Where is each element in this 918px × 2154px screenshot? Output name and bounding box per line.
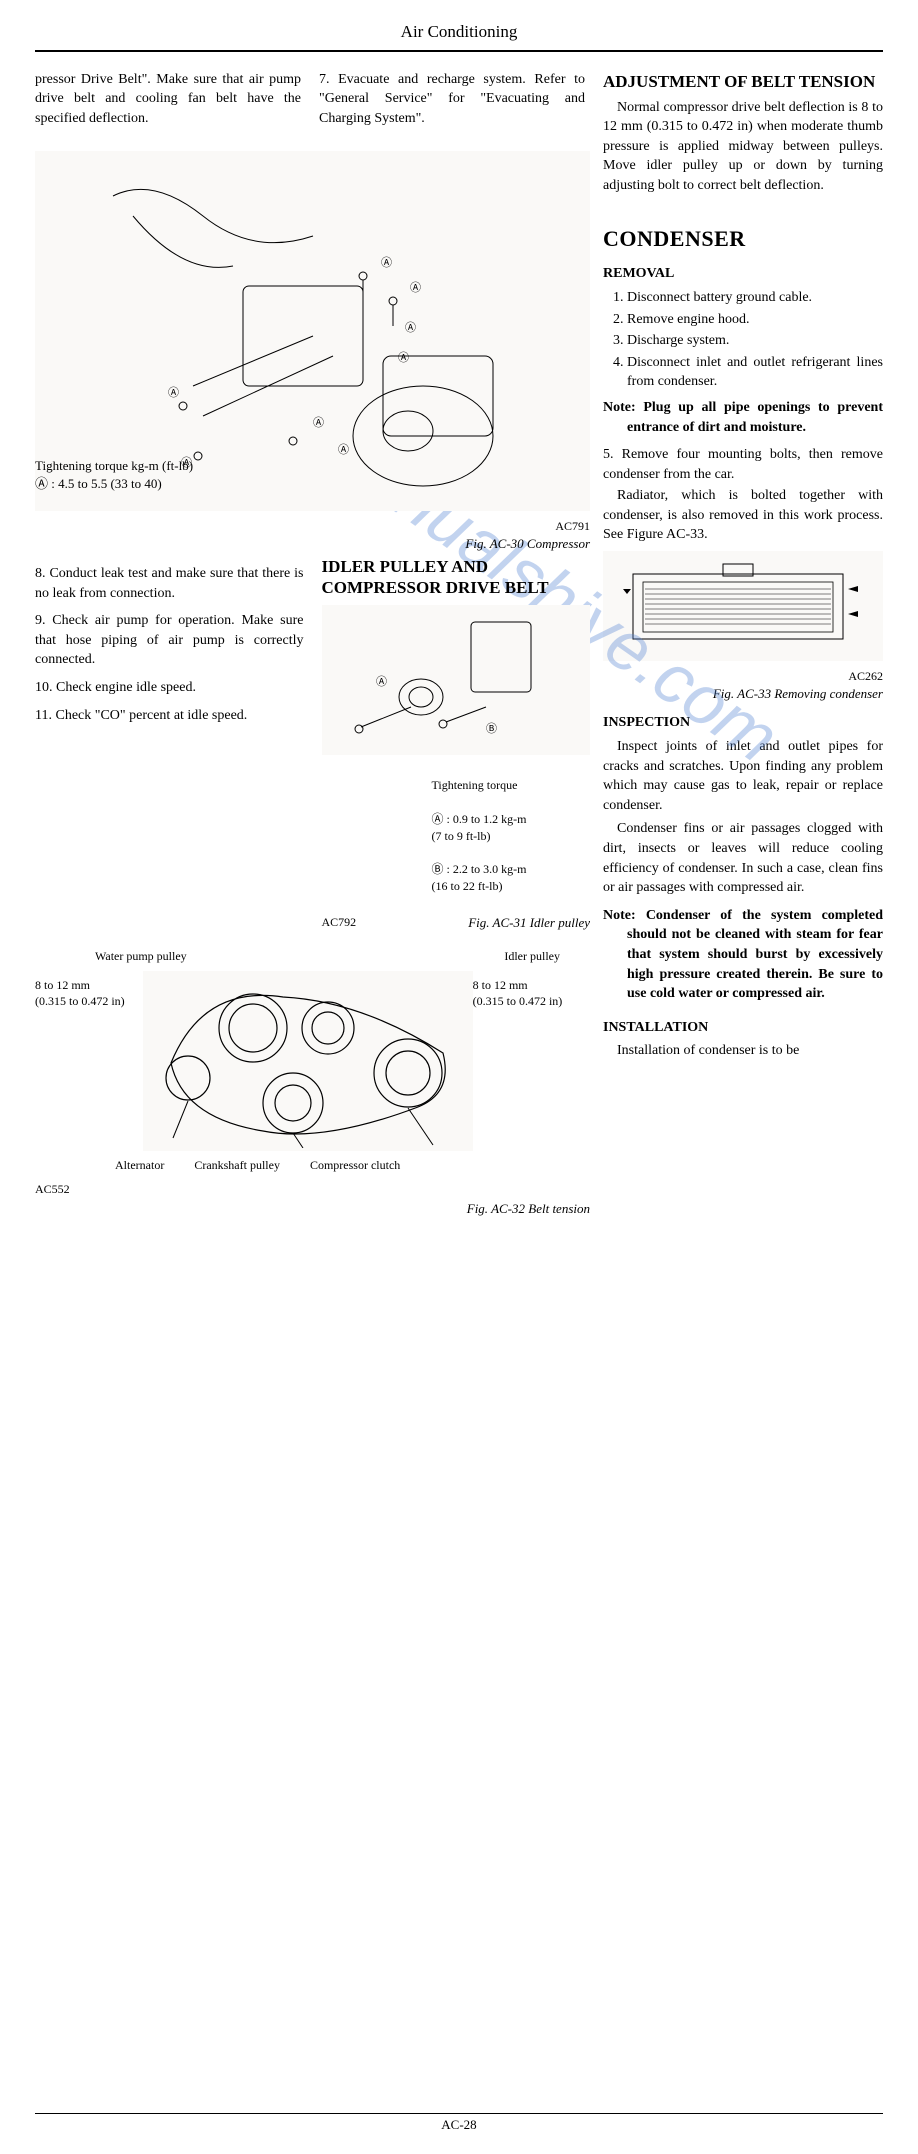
step-7: 7. Evacuate and recharge system. Refer t… <box>319 70 585 129</box>
step-9: 9. Check air pump for operation. Make su… <box>35 611 304 670</box>
lower-mid: IDLER PULLEY AND COMPRESSOR DRIVE BELT Ⓐ… <box>322 556 591 942</box>
svg-text:Ⓐ: Ⓐ <box>410 281 421 294</box>
svg-text:Ⓐ: Ⓐ <box>338 443 349 456</box>
svg-text:Ⓐ: Ⓐ <box>313 416 324 429</box>
inspection-para-2: Condenser fins or air passages clogged w… <box>603 819 883 897</box>
torque-value-a: Ⓐ : 4.5 to 5.5 (33 to 40) <box>35 475 193 493</box>
svg-text:Ⓐ: Ⓐ <box>376 675 387 688</box>
figure-code: AC791 <box>555 519 590 533</box>
figure-ac31-diagram: Ⓐ Ⓑ <box>322 605 591 755</box>
svg-text:Ⓐ: Ⓐ <box>168 386 179 399</box>
label-compressor: Compressor clutch <box>310 1157 400 1174</box>
step-11: 11. Check "CO" percent at idle speed. <box>35 706 304 726</box>
label-crankshaft: Crankshaft pulley <box>194 1157 280 1174</box>
figure-ac33-caption: AC262 Fig. AC-33 Removing condenser <box>603 667 883 703</box>
torque-label: Tightening torque kg-m (ft-lb) <box>35 457 193 475</box>
figure-code: AC262 <box>848 669 883 683</box>
idler-torque-b: Ⓑ : 2.2 to 3.0 kg-m (16 to 22 ft-lb) <box>432 861 591 895</box>
removal-steps: Disconnect battery ground cable. Remove … <box>603 288 883 392</box>
figure-ac30-caption: AC791 Fig. AC-30 Compressor <box>35 517 590 553</box>
installation-heading: INSTALLATION <box>603 1018 883 1038</box>
removal-step-5b: Radiator, which is bolted together with … <box>603 486 883 545</box>
figure-ac33-diagram <box>603 551 883 661</box>
page-title: Air Conditioning <box>35 20 883 52</box>
svg-text:Ⓑ: Ⓑ <box>486 722 497 735</box>
removal-step: Remove engine hood. <box>627 310 883 330</box>
figure-ac32-diagram <box>143 971 473 1151</box>
step-8: 8. Conduct leak test and make sure that … <box>35 564 304 603</box>
label-idler: Idler pulley <box>504 948 560 965</box>
removal-step: Disconnect battery ground cable. <box>627 288 883 308</box>
deflection-right: 8 to 12 mm (0.315 to 0.472 in) <box>473 965 590 1157</box>
removal-heading: REMOVAL <box>603 264 883 284</box>
lower-left: 8. Conduct leak test and make sure that … <box>35 556 304 942</box>
step-10: 10. Check engine idle speed. <box>35 678 304 698</box>
condenser-heading: CONDENSER <box>603 224 883 255</box>
removal-step-5: 5. Remove four mounting bolts, then remo… <box>603 445 883 484</box>
figure-code: AC792 <box>322 914 357 931</box>
adjustment-heading: ADJUSTMENT OF BELT TENSION <box>603 70 883 94</box>
label-water-pump: Water pump pulley <box>95 948 187 965</box>
belt-tension-block: Water pump pulley Idler pulley 8 to 12 m… <box>35 948 590 1219</box>
page-number: AC-28 <box>35 2113 883 2134</box>
idler-torque-block: Tightening torque Ⓐ : 0.9 to 1.2 kg-m (7… <box>322 761 591 912</box>
removal-step: Disconnect inlet and outlet refrigerant … <box>627 353 883 392</box>
figure-ac31-caption: AC792 Fig. AC-31 Idler pulley <box>322 914 591 932</box>
continued-paragraph: pressor Drive Belt". Make sure that air … <box>35 70 301 129</box>
svg-text:Ⓐ: Ⓐ <box>405 321 416 334</box>
removal-step: Discharge system. <box>627 331 883 351</box>
figure-ac32-caption: Fig. AC-32 Belt tension <box>35 1200 590 1218</box>
deflection-left: 8 to 12 mm (0.315 to 0.472 in) <box>35 965 143 1157</box>
idler-torque-title: Tightening torque <box>432 777 591 794</box>
svg-text:Ⓐ: Ⓐ <box>381 256 392 269</box>
compressor-torque-block: Tightening torque kg-m (ft-lb) Ⓐ : 4.5 t… <box>35 457 193 493</box>
column-right: ADJUSTMENT OF BELT TENSION Normal compre… <box>603 70 883 1063</box>
label-alternator: Alternator <box>115 1157 164 1174</box>
idler-heading: IDLER PULLEY AND COMPRESSOR DRIVE BELT <box>322 556 591 599</box>
note-condenser-cleaning: Note: Condenser of the system completed … <box>603 906 883 1004</box>
lower-two-col: 8. Conduct leak test and make sure that … <box>35 550 590 1228</box>
installation-para: Installation of condenser is to be <box>603 1041 883 1061</box>
page: manualshive.com Air Conditioning pressor… <box>35 20 883 2134</box>
inspection-para-1: Inspect joints of inlet and outlet pipes… <box>603 737 883 815</box>
figure-ac32-code: AC552 <box>35 1181 590 1198</box>
inspection-heading: INSPECTION <box>603 713 883 733</box>
adjustment-paragraph: Normal compressor drive belt deflection … <box>603 98 883 196</box>
idler-torque-a: Ⓐ : 0.9 to 1.2 kg-m (7 to 9 ft-lb) <box>432 811 591 845</box>
compressor-figure-block: ⒶⒶ ⒶⒶ ⒶⒶ ⒶⒶ Tightening torque kg-m (ft-l… <box>35 145 590 563</box>
svg-text:Ⓐ: Ⓐ <box>398 351 409 364</box>
note-plug-openings: Note: Plug up all pipe openings to preve… <box>603 398 883 437</box>
